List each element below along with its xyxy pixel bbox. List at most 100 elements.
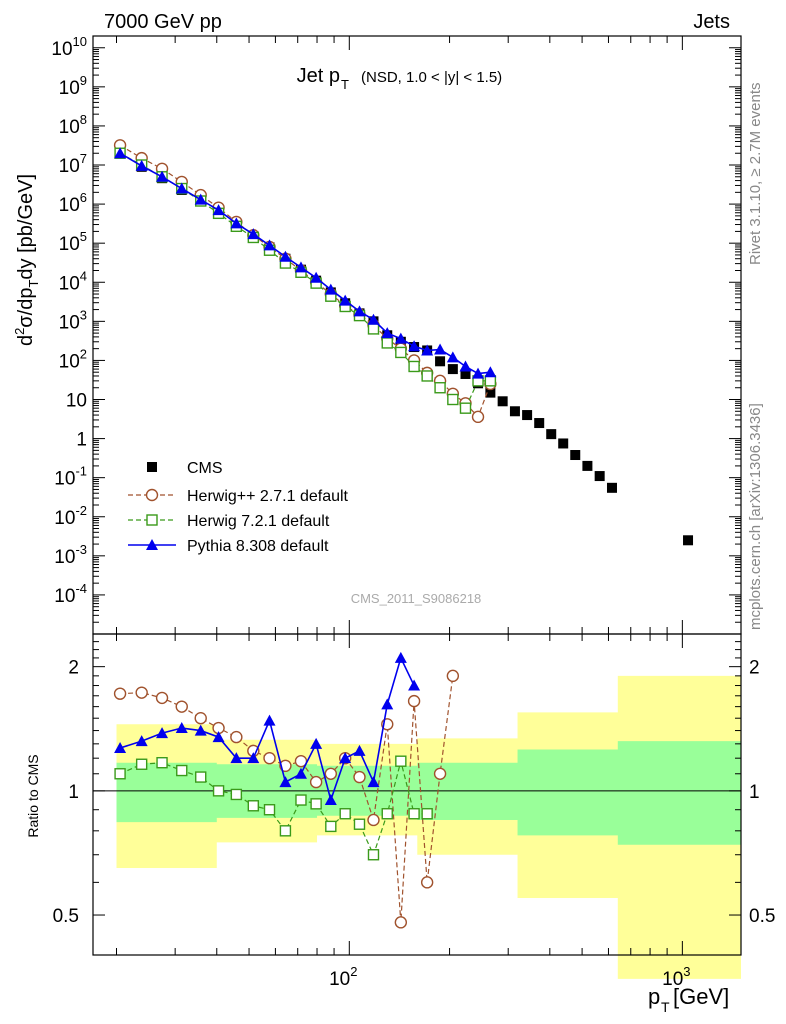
y-tick-label: 10-3 bbox=[54, 542, 87, 568]
ratio-point bbox=[195, 771, 207, 783]
ratio-point bbox=[420, 876, 434, 889]
ratio-point bbox=[194, 724, 207, 736]
series-line bbox=[119, 152, 491, 410]
data-point bbox=[421, 370, 433, 382]
ratio-point bbox=[135, 735, 148, 747]
ratio-point bbox=[394, 651, 407, 663]
y-tick-label: 108 bbox=[59, 112, 87, 138]
plot-title-extra: (NSD, 1.0 < |y| < 1.5) bbox=[361, 69, 502, 86]
y-tick-label: 104 bbox=[59, 268, 87, 294]
ratio-point bbox=[395, 755, 407, 767]
y-axis-label-part-dsigma: σ/dp bbox=[15, 288, 37, 328]
ratio-point bbox=[367, 849, 380, 861]
ratio-point bbox=[156, 727, 169, 739]
data-point bbox=[230, 217, 243, 229]
ratio-point bbox=[176, 764, 188, 777]
data-point bbox=[446, 351, 459, 363]
ratio-series-3 bbox=[114, 651, 421, 806]
ratio-point bbox=[367, 776, 380, 788]
plot-title-sub: T bbox=[341, 77, 349, 92]
ratio-point bbox=[381, 808, 393, 820]
ratio-point bbox=[408, 679, 421, 691]
energy-label: 7000 GeV pp bbox=[104, 11, 222, 33]
data-point bbox=[395, 346, 407, 359]
ratio-point bbox=[114, 742, 127, 754]
data-point bbox=[435, 356, 446, 367]
ratio-point bbox=[263, 751, 276, 765]
data-point bbox=[294, 261, 307, 273]
ratio-point bbox=[446, 669, 460, 683]
legend: CMS Herwig++ 2.7.1 default Herwig 7.2.1 de… bbox=[128, 460, 349, 555]
data-point bbox=[484, 366, 497, 378]
data-point bbox=[353, 305, 366, 317]
ratio-point bbox=[135, 758, 148, 770]
svg-text:d2σ/dpTdy [pb/GeV]: d2σ/dpTdy [pb/GeV] bbox=[12, 174, 41, 346]
legend-marker bbox=[146, 514, 158, 526]
x-tick-label: 103 bbox=[662, 964, 690, 990]
ratio-point bbox=[367, 813, 380, 827]
data-point bbox=[194, 193, 207, 205]
ratio-point bbox=[353, 744, 366, 756]
ratio-point bbox=[381, 698, 394, 710]
data-point bbox=[421, 344, 434, 356]
data-point bbox=[497, 396, 508, 407]
data-point bbox=[484, 375, 497, 387]
data-point bbox=[606, 482, 617, 493]
ratio-point bbox=[135, 686, 148, 699]
ratio-tick-label: 2 bbox=[68, 658, 79, 679]
data-point bbox=[460, 368, 471, 379]
y-tick-label: 10-1 bbox=[54, 464, 87, 490]
ratio-point bbox=[421, 808, 433, 820]
ratio-point bbox=[294, 767, 307, 779]
ratio-axis-label: Ratio to CMS bbox=[25, 754, 41, 837]
data-point bbox=[367, 313, 380, 325]
x-axis-label-p: p bbox=[648, 984, 660, 1009]
category-label: Jets bbox=[693, 11, 730, 33]
y-tick-label: 102 bbox=[59, 346, 87, 372]
ratio-point bbox=[114, 768, 126, 780]
data-point bbox=[408, 360, 420, 373]
ratio-point bbox=[339, 752, 352, 764]
data-point bbox=[381, 327, 394, 339]
data-point bbox=[471, 410, 485, 424]
data-point bbox=[582, 460, 593, 471]
ratio-point bbox=[325, 820, 337, 833]
ratio-point bbox=[175, 700, 188, 713]
ratio-band-inner bbox=[116, 741, 742, 845]
ratio-point bbox=[407, 694, 421, 708]
ratio-point bbox=[394, 916, 408, 929]
ratio-point bbox=[212, 785, 225, 797]
ratio-point bbox=[155, 691, 169, 705]
y-tick-label: 10 bbox=[66, 391, 87, 412]
legend-marker bbox=[145, 488, 159, 502]
ratio-point bbox=[230, 788, 243, 801]
ratio-point bbox=[263, 804, 276, 816]
data-point bbox=[324, 283, 337, 295]
y-axis-label-part-rest: dy [pb/GeV] bbox=[15, 174, 37, 280]
rivet-version-label: Rivet 3.1.10, ≥ 2.7M events bbox=[747, 83, 764, 266]
data-point bbox=[546, 429, 557, 440]
ratio-point bbox=[247, 752, 260, 764]
legend-label: Herwig++ 2.7.1 default bbox=[187, 488, 349, 505]
data-point bbox=[447, 364, 458, 375]
ratio-tick-label-right: 2 bbox=[749, 658, 760, 679]
series-line bbox=[119, 152, 491, 375]
y-tick-label: 107 bbox=[59, 151, 87, 177]
y-tick-label: 10-4 bbox=[54, 581, 87, 607]
data-point bbox=[263, 239, 276, 251]
data-point bbox=[683, 535, 694, 546]
data-point bbox=[509, 406, 520, 417]
ratio-point bbox=[263, 714, 276, 726]
data-point bbox=[279, 250, 292, 262]
ratio-point bbox=[279, 825, 292, 837]
ratio-series-1 bbox=[113, 669, 460, 929]
data-point bbox=[310, 271, 323, 283]
legend-marker bbox=[147, 462, 157, 472]
series-3 bbox=[114, 147, 497, 379]
ratio-point bbox=[339, 808, 351, 820]
ratio-point bbox=[310, 737, 323, 749]
data-point bbox=[594, 471, 605, 482]
y-tick-label: 1 bbox=[76, 430, 87, 451]
legend-label: CMS bbox=[187, 460, 223, 477]
data-point bbox=[472, 367, 485, 379]
